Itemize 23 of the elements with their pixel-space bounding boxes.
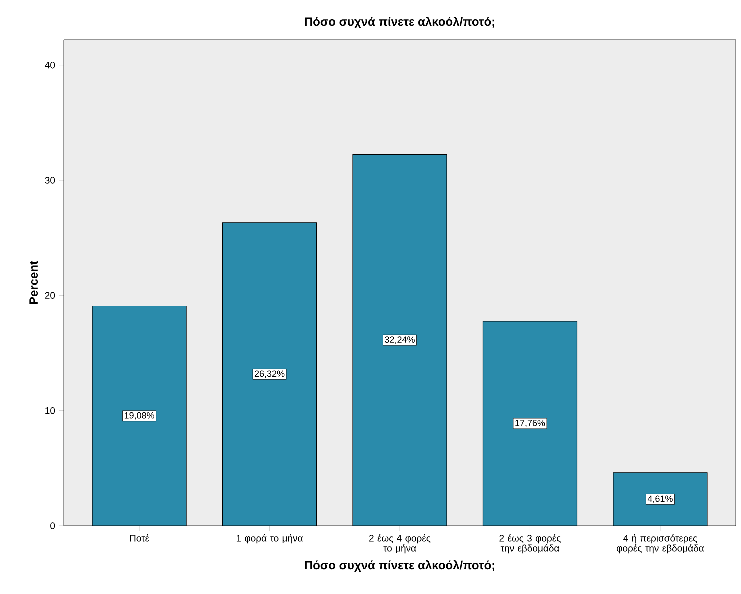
- x-tick-label: 1 φορά το μήνα: [236, 534, 303, 544]
- bar: [222, 222, 318, 526]
- y-tick-label: 40: [45, 62, 56, 69]
- bar: [352, 154, 448, 526]
- x-tick-label: Ποτέ: [130, 534, 150, 542]
- x-tick-label: 2 έως 4 φορές το μήνα: [369, 534, 431, 554]
- x-tick-label: 2 έως 3 φορές την εβδομάδα: [500, 534, 561, 554]
- bar: [92, 306, 187, 526]
- data-label: 26,32%: [254, 370, 285, 378]
- data-label: 4,61%: [648, 496, 673, 504]
- y-tick-label: 0: [50, 522, 56, 530]
- y-tick-label: 10: [46, 407, 56, 414]
- x-axis-title: Πόσο συχνά πίνετε αλκοόλ/ποτό;: [305, 560, 494, 572]
- bar: [483, 321, 578, 526]
- bar: [613, 472, 708, 526]
- y-axis-title: Percent: [30, 261, 38, 304]
- chart-title: Πόσο συχνά πίνετε αλκοόλ/ποτό;: [305, 16, 494, 28]
- data-label: 17,76%: [516, 420, 546, 428]
- y-tick-label: 30: [45, 177, 56, 184]
- x-tick-label: 4 ή περισσότερες φορές την εβδομάδα: [616, 534, 704, 554]
- y-tick-label: 20: [45, 292, 56, 300]
- data-label: 32,24%: [385, 336, 415, 344]
- data-label: 19,08%: [124, 412, 154, 420]
